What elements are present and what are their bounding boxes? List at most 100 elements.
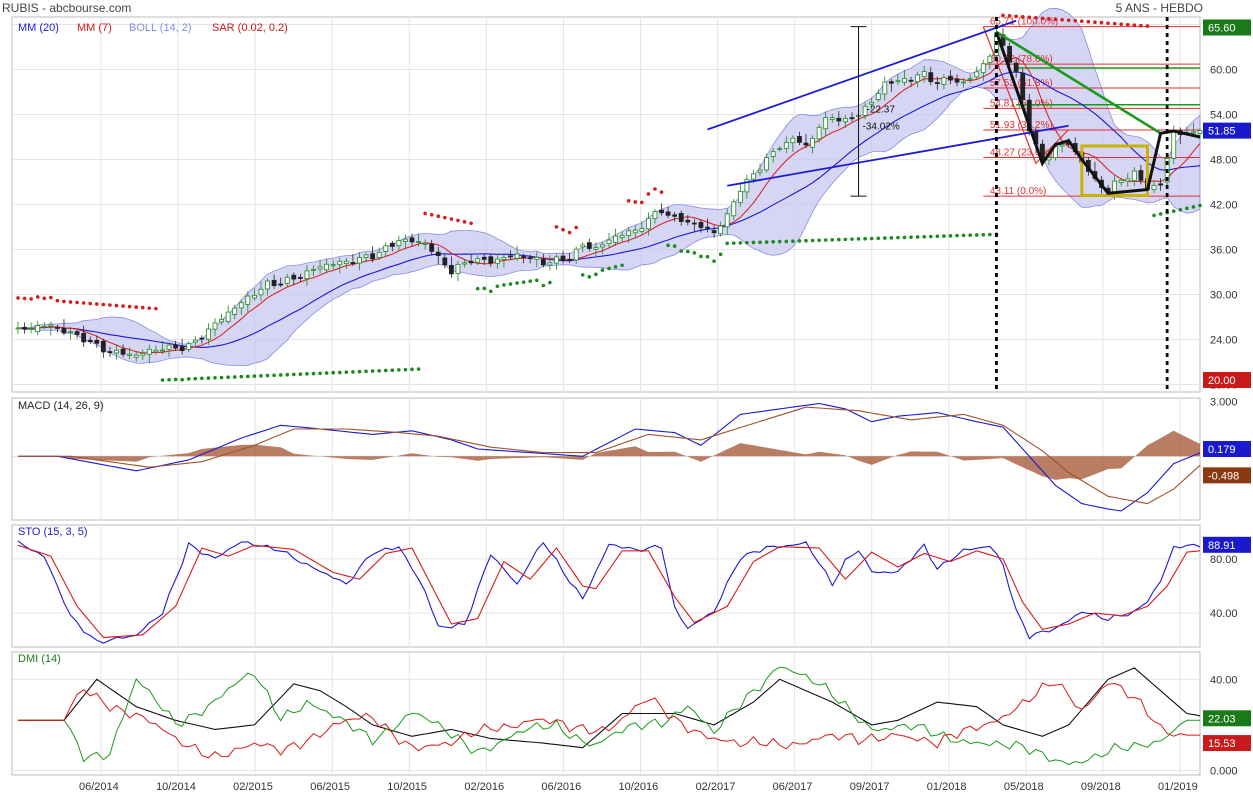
candle-body <box>770 151 776 157</box>
x-tick-label: 02/2015 <box>233 781 273 793</box>
candle-body <box>514 253 520 259</box>
legend-sto: STO (15, 3, 5) <box>18 526 88 538</box>
sar-dot <box>935 234 940 239</box>
legend-sar: SAR (0.02, 0.2) <box>212 22 288 34</box>
candle-body <box>646 217 651 230</box>
measure-delta: -22.37 <box>867 104 896 115</box>
sar-dot <box>449 217 454 221</box>
sar-dot <box>915 235 920 239</box>
candle-body <box>455 263 461 275</box>
sar-dot <box>285 372 290 377</box>
sar-dot <box>81 301 86 305</box>
sar-dot <box>646 192 651 196</box>
candle-body <box>48 324 54 327</box>
candle-body <box>665 211 671 216</box>
candle-body <box>586 242 592 249</box>
sar-dot <box>817 238 821 243</box>
candle-body <box>337 260 343 266</box>
x-tick-label: 10/2016 <box>619 781 659 793</box>
candle-body <box>468 260 474 264</box>
sar-dot <box>495 284 500 289</box>
candle-body <box>488 256 494 264</box>
candle-body <box>744 178 750 193</box>
candle-body <box>350 262 356 264</box>
plus-di-line <box>18 666 1200 766</box>
sar-dot <box>1027 15 1032 20</box>
candle-body <box>199 337 205 340</box>
sar-dot <box>1020 15 1025 19</box>
sar-dot <box>823 238 828 242</box>
candle-body <box>206 328 211 340</box>
sar-dot <box>1132 23 1137 27</box>
candle-body <box>481 256 487 260</box>
panel-frame-dmi <box>11 651 1201 776</box>
chart-title: RUBIS - abcbourse.com <box>2 1 132 15</box>
sar-dot <box>699 254 703 259</box>
sar-dot <box>548 280 552 285</box>
candle-body <box>829 117 835 120</box>
candle-body <box>416 241 421 243</box>
sar-dot <box>22 296 27 301</box>
sar-dot <box>883 236 887 240</box>
candle-body <box>173 344 179 349</box>
candle-body <box>1007 45 1012 63</box>
dmi-ytick: 0.000 <box>1210 765 1238 777</box>
sar-dot <box>1106 21 1110 25</box>
sar-dot <box>114 303 119 308</box>
sar-dot <box>567 230 572 235</box>
candle-body <box>869 101 875 105</box>
candle-body <box>41 325 47 328</box>
candle-body <box>882 81 888 95</box>
candle-body <box>87 339 93 342</box>
sar-dot <box>318 371 322 376</box>
sar-dot <box>502 283 506 287</box>
sar-dot <box>134 305 138 309</box>
x-tick-label: 09/2018 <box>1081 781 1121 793</box>
candle-body <box>146 348 152 355</box>
sar-dot <box>653 187 657 191</box>
candle-body <box>140 353 146 356</box>
sar-dot <box>666 243 670 248</box>
sar-dot <box>640 200 644 205</box>
sar-dot <box>633 200 638 204</box>
candle-body <box>179 346 185 351</box>
candle-body <box>284 276 290 284</box>
sar-dot <box>620 263 624 268</box>
sar-dot <box>1040 16 1045 21</box>
sar-dot <box>777 239 782 244</box>
candle-body <box>600 244 605 248</box>
sar-dot <box>679 249 684 253</box>
candle-body <box>251 295 257 299</box>
candle-body <box>153 349 159 353</box>
candle-body <box>875 93 881 100</box>
sar-dot <box>403 367 408 372</box>
sar-dot <box>140 305 145 310</box>
candle-body <box>494 258 500 264</box>
candle-body <box>448 264 454 275</box>
sar-dot <box>364 369 368 374</box>
sar-dot <box>672 244 677 248</box>
dmi-tag <box>1203 735 1251 752</box>
panel-frame-macd <box>11 397 1201 521</box>
sar-dot <box>390 368 395 373</box>
candle-body <box>613 235 618 243</box>
sar-dot <box>49 295 53 300</box>
macd-tag-label: 0.179 <box>1208 444 1236 456</box>
candle-body <box>560 255 566 262</box>
x-tick-label: 09/2017 <box>850 781 890 793</box>
sto-ytick: 80.00 <box>1210 554 1238 566</box>
sar-dot <box>292 372 296 377</box>
sar-dot <box>370 369 375 373</box>
sar-dot <box>88 301 93 306</box>
sar-dot <box>443 215 447 220</box>
measure-percent: -34.02% <box>863 122 900 133</box>
candle-body <box>166 344 172 350</box>
candle-body <box>954 78 960 83</box>
sar-dot <box>810 238 815 243</box>
sar-dot <box>351 370 355 374</box>
candle-body <box>915 74 921 83</box>
sar-dot <box>751 240 756 245</box>
sar-dot <box>167 377 171 382</box>
sar-dot <box>311 371 316 376</box>
